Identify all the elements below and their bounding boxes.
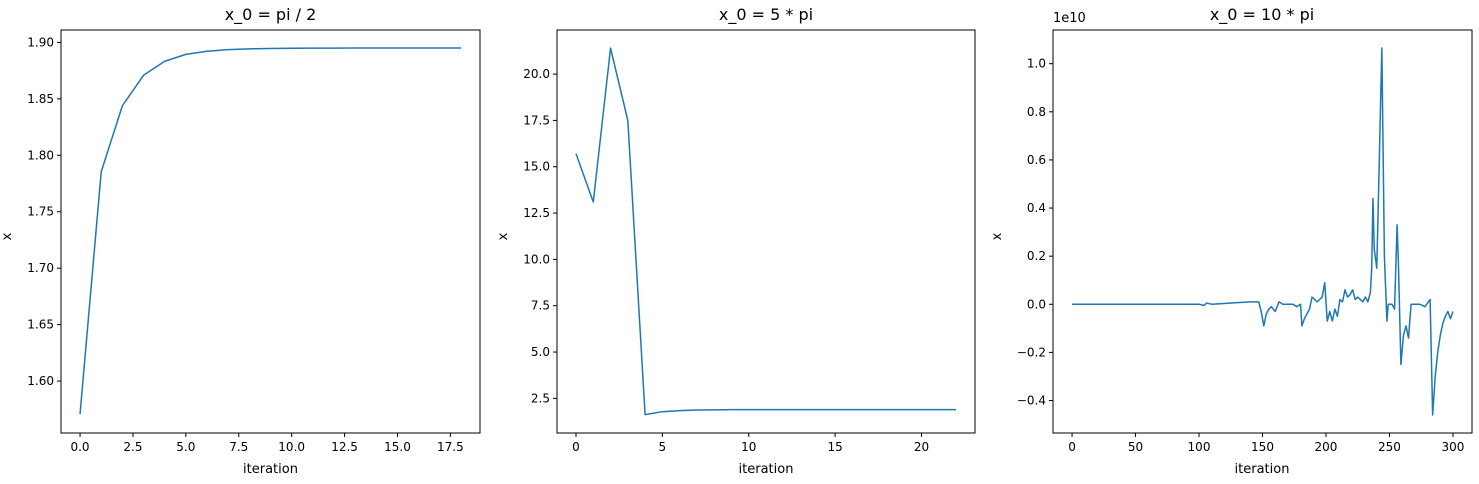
x-tick-label: 0 — [572, 440, 580, 454]
subplot-3-xlabel: iteration — [1235, 462, 1290, 477]
subplot-2-axes-frame — [556, 29, 976, 434]
y-tick-label: 12.5 — [523, 206, 550, 220]
y-tick-label: 1.60 — [27, 374, 54, 388]
subplot-1-xlabel: iteration — [243, 462, 298, 477]
x-tick-label: 5.0 — [176, 440, 195, 454]
y-tick-label: 0.4 — [1027, 201, 1046, 215]
y-tick-label: 0.2 — [1027, 249, 1046, 263]
x-tick-label: 15 — [827, 440, 842, 454]
subplot-3-title: x_0 = 10 * pi — [1210, 5, 1314, 25]
y-tick-label: 2.5 — [531, 391, 550, 405]
x-tick-label: 100 — [1188, 440, 1211, 454]
x-tick-label: 7.5 — [229, 440, 248, 454]
x-tick-label: 300 — [1442, 440, 1465, 454]
x-tick-label: 150 — [1251, 440, 1274, 454]
subplot-3-ylabel: x — [990, 232, 1005, 240]
y-tick-label: 10.0 — [523, 252, 550, 266]
y-tick-label: 1.75 — [27, 205, 54, 219]
subplot-1: x_0 = pi / 2 iteration x 0.0 2.5 5.0 7.5 10.… — [0, 5, 481, 477]
y-tick-label: 17.5 — [523, 113, 550, 127]
y-tick-label: −0.2 — [1017, 345, 1046, 359]
x-tick-label: 10 — [741, 440, 756, 454]
y-tick-label: 1.70 — [27, 261, 54, 275]
y-tick-label: 1.80 — [27, 148, 54, 162]
series-line — [1072, 47, 1454, 416]
y-tick-label: 0.6 — [1027, 153, 1046, 167]
y-tick-label: −0.4 — [1017, 394, 1046, 408]
y-tick-label: 0.0 — [1027, 297, 1046, 311]
y-tick-label: 1.65 — [27, 318, 54, 332]
x-tick-label: 17.5 — [437, 440, 464, 454]
x-tick-label: 0.0 — [70, 440, 89, 454]
series-line — [79, 47, 461, 415]
x-tick-label: 250 — [1378, 440, 1401, 454]
subplot-3-axes-frame — [1052, 29, 1473, 434]
subplot-1-ylabel: x — [0, 232, 15, 240]
x-tick-label: 200 — [1315, 440, 1338, 454]
y-tick-label: 5.0 — [531, 345, 550, 359]
subplot-1-axes-frame — [60, 29, 481, 434]
y-tick-label: 20.0 — [523, 67, 550, 81]
x-tick-label: 12.5 — [331, 440, 358, 454]
subplot-3-offset-label: 1e10 — [1053, 11, 1086, 26]
subplot-2-xlabel: iteration — [739, 462, 794, 477]
x-tick-label: 10.0 — [278, 440, 305, 454]
y-tick-label: 1.90 — [27, 35, 54, 49]
subplot-3: x_0 = 10 * pi iteration x 1e10 0 50 100 150… — [990, 5, 1473, 477]
y-tick-label: 1.85 — [27, 92, 54, 106]
y-tick-label: 0.8 — [1027, 105, 1046, 119]
y-tick-label: 1.0 — [1027, 57, 1046, 71]
x-tick-label: 2.5 — [123, 440, 142, 454]
subplot-2: x_0 = 5 * pi iteration x 0 5 10 15 20 2.5 5.0 7… — [496, 5, 976, 477]
y-tick-label: 15.0 — [523, 160, 550, 174]
subplot-2-ylabel: x — [496, 232, 511, 240]
x-tick-label: 5 — [659, 440, 667, 454]
y-tick-label: 7.5 — [531, 299, 550, 313]
series-line — [575, 47, 956, 416]
x-tick-label: 50 — [1128, 440, 1143, 454]
x-tick-label: 15.0 — [384, 440, 411, 454]
x-tick-label: 20 — [914, 440, 929, 454]
subplot-2-title: x_0 = 5 * pi — [719, 5, 813, 25]
x-tick-label: 0 — [1068, 440, 1076, 454]
subplot-1-title: x_0 = pi / 2 — [225, 5, 317, 25]
